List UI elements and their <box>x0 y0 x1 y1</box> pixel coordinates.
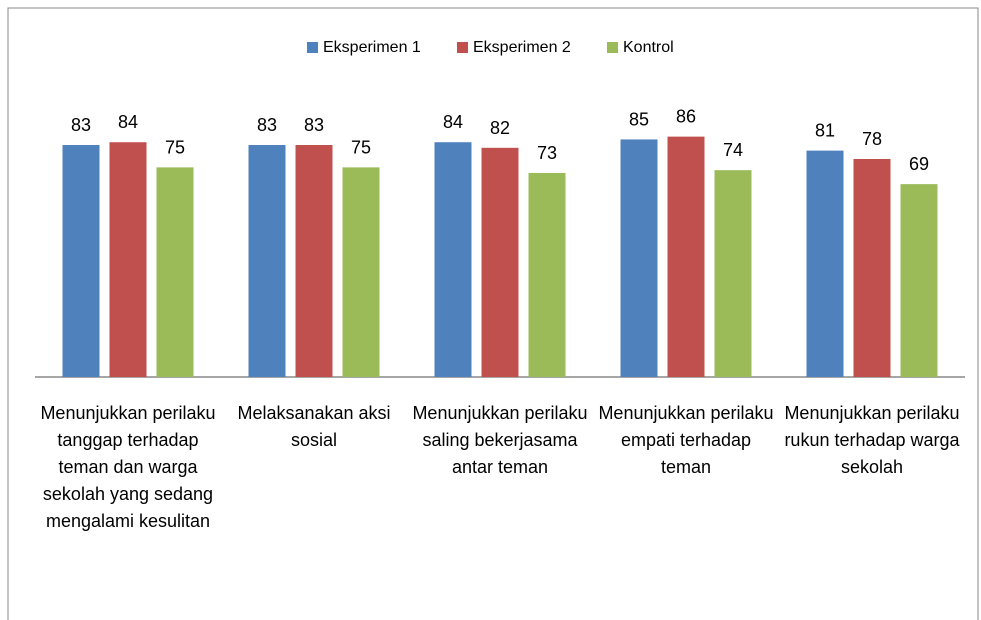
bar <box>481 147 519 377</box>
legend-swatch <box>607 42 618 53</box>
bar <box>528 172 566 377</box>
data-label: 75 <box>351 137 371 157</box>
bar <box>342 167 380 377</box>
data-label: 78 <box>862 129 882 149</box>
bar <box>248 145 286 377</box>
bar <box>434 142 472 377</box>
data-label: 74 <box>723 140 743 160</box>
data-label: 81 <box>815 121 835 141</box>
data-label: 82 <box>490 118 510 138</box>
data-label: 83 <box>304 115 324 135</box>
bar <box>62 145 100 377</box>
bar <box>156 167 194 377</box>
legend-label: Eksperimen 2 <box>473 39 571 56</box>
bar <box>806 150 844 377</box>
bar <box>620 139 658 377</box>
x-tick-label: Menunjukkan perilaku saling bekerjasama … <box>412 403 588 477</box>
data-label: 83 <box>257 115 277 135</box>
bar <box>667 136 705 377</box>
bar <box>853 158 891 377</box>
bar <box>900 184 938 377</box>
data-label: 73 <box>537 143 557 163</box>
bar <box>109 142 147 377</box>
x-tick-label: Menunjukkan perilaku empati terhadap tem… <box>598 403 774 477</box>
legend-swatch <box>457 42 468 53</box>
chart-frame <box>7 7 979 620</box>
legend-label: Eksperimen 1 <box>323 39 421 56</box>
x-tick-label: Melaksanakan aksi sosial <box>237 403 391 450</box>
data-label: 84 <box>118 112 138 132</box>
bar <box>295 145 333 377</box>
x-tick-label: Menunjukkan perilaku rukun terhadap warg… <box>784 403 960 477</box>
data-label: 85 <box>629 109 649 129</box>
data-label: 69 <box>909 154 929 174</box>
legend-swatch <box>307 42 318 53</box>
bar <box>714 170 752 377</box>
legend-label: Kontrol <box>623 39 674 56</box>
data-label: 86 <box>676 107 696 127</box>
data-label: 83 <box>71 115 91 135</box>
data-label: 84 <box>443 112 463 132</box>
data-label: 75 <box>165 137 185 157</box>
x-tick-label: Menunjukkan perilaku tanggap terhadap te… <box>40 403 216 531</box>
